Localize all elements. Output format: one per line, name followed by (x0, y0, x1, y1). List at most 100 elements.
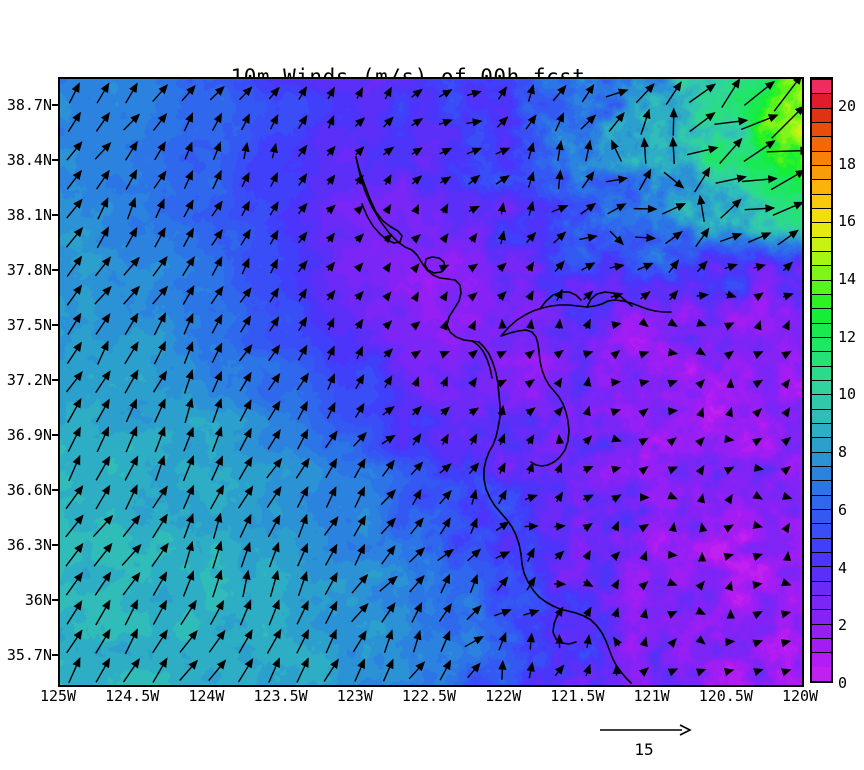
wind-vector-arrow (523, 609, 540, 618)
wind-vector-arrow (324, 543, 338, 566)
wind-vector-arrow (610, 349, 621, 360)
wind-vector-arrow (410, 291, 419, 303)
wind-vector-arrow (183, 112, 194, 132)
colorbar-segment (812, 93, 831, 108)
wind-vector-arrow (383, 348, 394, 359)
wind-vector-arrow (753, 292, 764, 302)
wind-vector-arrow (554, 288, 563, 302)
wind-vector-arrow (715, 174, 747, 184)
wind-vector-arrow (584, 139, 593, 162)
wind-vector-arrow (468, 205, 480, 214)
wind-vector-arrow (95, 455, 111, 481)
wind-vector-arrow (152, 370, 168, 393)
wind-vector-arrow (382, 291, 392, 302)
wind-vector-arrow (525, 290, 534, 301)
wind-vector-arrow (208, 659, 227, 682)
x-axis-tick-label: 121.5W (550, 687, 605, 705)
wind-vector-arrow (724, 434, 735, 444)
wind-vector-arrow (699, 522, 708, 533)
wind-vector-arrow (351, 602, 369, 623)
wind-vector-arrow (267, 400, 281, 421)
colorbar-tick-label: 4 (838, 558, 848, 577)
colorbar-segment (812, 337, 831, 352)
wind-vector-arrow (65, 571, 84, 596)
wind-vector-arrow (609, 230, 624, 246)
wind-vector-arrow (269, 569, 280, 597)
wind-vector-arrow (212, 141, 222, 160)
wind-vector-arrow (297, 542, 309, 567)
wind-vector-arrow (553, 349, 564, 360)
wind-vector-arrow (382, 146, 395, 156)
wind-vector-arrow (497, 462, 506, 475)
colorbar-segment (812, 122, 831, 137)
wind-vector-arrow (354, 233, 365, 244)
y-axis-tick-mark (52, 323, 58, 326)
wind-vector-arrow (267, 514, 281, 538)
wind-vector-arrow (611, 465, 622, 474)
wind-vector-arrow (665, 81, 682, 105)
wind-vector-arrow (440, 406, 451, 417)
wind-vector-arrow (468, 232, 478, 244)
wind-vector-arrow (668, 289, 679, 301)
wind-vector-arrow (68, 454, 81, 482)
colorbar-tick-label: 10 (838, 385, 857, 404)
colorbar-segment (812, 566, 831, 581)
wind-vector-arrow (439, 233, 449, 244)
wind-vector-arrow (124, 312, 139, 336)
colorbar-segment (812, 150, 831, 165)
wind-vector-arrow (782, 551, 792, 562)
wind-vector-arrow (638, 317, 649, 328)
wind-vector-arrow (525, 407, 536, 417)
y-axis-tick-mark (52, 158, 58, 161)
wind-vector-arrow (410, 461, 424, 476)
wind-vector-arrow (238, 629, 253, 654)
wind-vector-arrow (695, 580, 705, 591)
wind-vector-arrow (610, 551, 621, 562)
wind-vector-arrow (380, 489, 397, 506)
wind-vector-arrow (353, 515, 366, 537)
wind-vector-arrow (212, 169, 222, 190)
wind-vector-arrow (638, 168, 652, 191)
wind-vector-arrow (496, 350, 507, 360)
wind-vector-arrow (695, 436, 705, 447)
wind-vector-arrow (154, 141, 166, 161)
wind-vector-arrow (152, 485, 168, 509)
wind-vector-arrow (744, 204, 776, 213)
wind-vector-arrow (154, 426, 166, 453)
wind-vector-arrow (635, 233, 657, 242)
wind-vector-arrow (582, 494, 594, 503)
wind-vector-arrow (772, 201, 802, 216)
wind-vector-arrow (496, 262, 507, 273)
colorbar-tick-label: 12 (838, 327, 857, 346)
wind-vector-arrow (268, 86, 280, 100)
wind-vector-arrow (325, 629, 337, 654)
wind-vector-arrow (383, 629, 394, 654)
wind-vector-arrow (326, 145, 336, 157)
wind-vector-arrow (437, 548, 455, 562)
wind-vector-arrow (65, 542, 84, 567)
wind-vector-arrow (747, 232, 772, 243)
wind-vector-arrow (326, 289, 336, 301)
wind-vector-arrow (122, 514, 141, 538)
wind-vector-arrow (581, 83, 595, 103)
wind-vector-arrow (411, 118, 424, 127)
y-axis-tick-label: 36N (24, 591, 52, 610)
colorbar-segment (812, 107, 831, 122)
colorbar-segment (812, 251, 831, 266)
wind-vector-arrow (695, 227, 710, 248)
wind-vector-arrow (153, 312, 166, 336)
wind-vector-arrow (695, 606, 707, 615)
wind-vector-arrow (354, 486, 366, 508)
colorbar-segment (812, 208, 831, 223)
wind-vector-arrow (467, 548, 482, 562)
wind-vector-arrow (238, 86, 253, 101)
wind-vector-arrow (583, 290, 594, 301)
y-axis-tick-label: 36.6N (6, 481, 52, 500)
wind-vector-arrow (352, 431, 367, 447)
wind-vector-arrow (240, 113, 251, 131)
wind-vector-arrow (68, 82, 80, 104)
wind-vector-arrow (723, 350, 735, 360)
wind-vector-arrow (551, 204, 569, 213)
colorbar-segment (812, 523, 831, 538)
